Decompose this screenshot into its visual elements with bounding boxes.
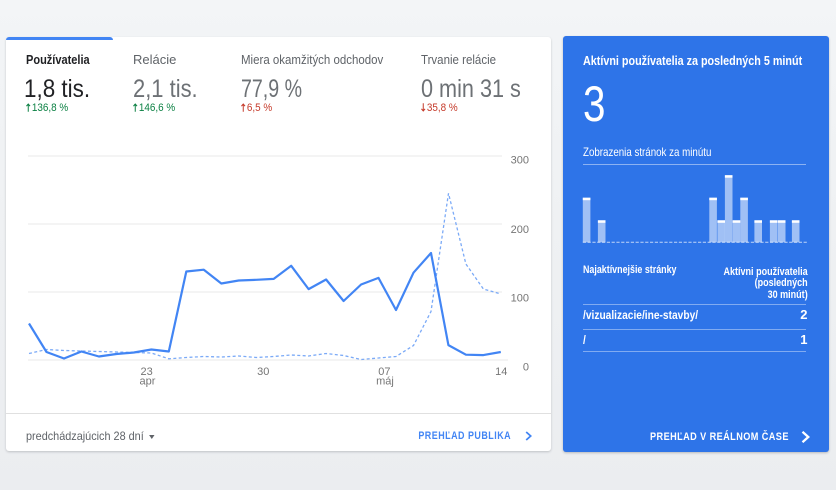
svg-text:200: 200 <box>511 224 529 236</box>
svg-text:14: 14 <box>495 366 507 378</box>
svg-text:máj: máj <box>376 376 394 388</box>
svg-text:30: 30 <box>257 366 269 378</box>
svg-text:07: 07 <box>378 366 390 378</box>
svg-text:100: 100 <box>511 293 529 305</box>
svg-text:23: 23 <box>140 366 152 378</box>
svg-text:300: 300 <box>511 155 529 167</box>
svg-text:0: 0 <box>523 362 529 374</box>
svg-text:apr: apr <box>140 376 156 388</box>
